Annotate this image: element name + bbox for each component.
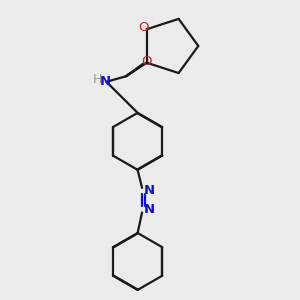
Text: N: N bbox=[143, 184, 155, 197]
Text: O: O bbox=[139, 22, 149, 34]
Text: O: O bbox=[141, 55, 152, 68]
Text: N: N bbox=[100, 75, 111, 88]
Text: N: N bbox=[143, 203, 155, 216]
Text: H: H bbox=[92, 73, 102, 86]
